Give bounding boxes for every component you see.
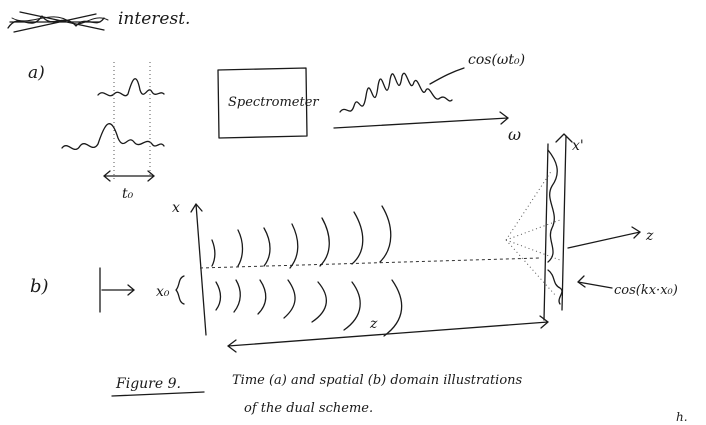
caption-line-2: of the dual scheme. — [244, 401, 373, 416]
x0-label: x₀ — [156, 284, 170, 300]
spectrometer-label: Spectrometer — [228, 95, 319, 110]
z-axis-label: z — [645, 228, 654, 244]
time-label: t₀ — [122, 186, 134, 202]
optical-axis — [199, 257, 541, 269]
omega-label: ω — [508, 125, 521, 144]
cos-space-label: cos(kx·x₀) — [614, 283, 678, 298]
part-a-label: a) — [28, 63, 45, 83]
figure-label: Figure 9. — [115, 376, 181, 392]
cos-time-label: cos(ωt₀) — [468, 52, 525, 68]
wavefronts — [211, 205, 403, 337]
spectrum-plot — [333, 67, 509, 129]
z-distance-label: z — [369, 316, 378, 332]
source-arrow — [99, 267, 135, 313]
z-distance-arrow — [227, 315, 549, 353]
x-axis — [190, 203, 207, 336]
brace — [175, 275, 185, 305]
spectrometer-box: Spectrometer — [217, 67, 319, 139]
cos-space-pointer — [577, 275, 613, 289]
detection-plane — [505, 133, 641, 321]
corner-text: h. — [676, 410, 688, 424]
x-axis-label: x — [172, 200, 180, 216]
scribbled-word — [7, 11, 109, 33]
xprime-label: x' — [572, 138, 584, 154]
part-b-label: b) — [30, 276, 49, 297]
time-domain-pulses — [61, 62, 165, 182]
header-text: interest. — [118, 9, 190, 29]
caption-line-1: Time (a) and spatial (b) domain illustra… — [232, 373, 523, 388]
figure-underline — [111, 391, 205, 397]
